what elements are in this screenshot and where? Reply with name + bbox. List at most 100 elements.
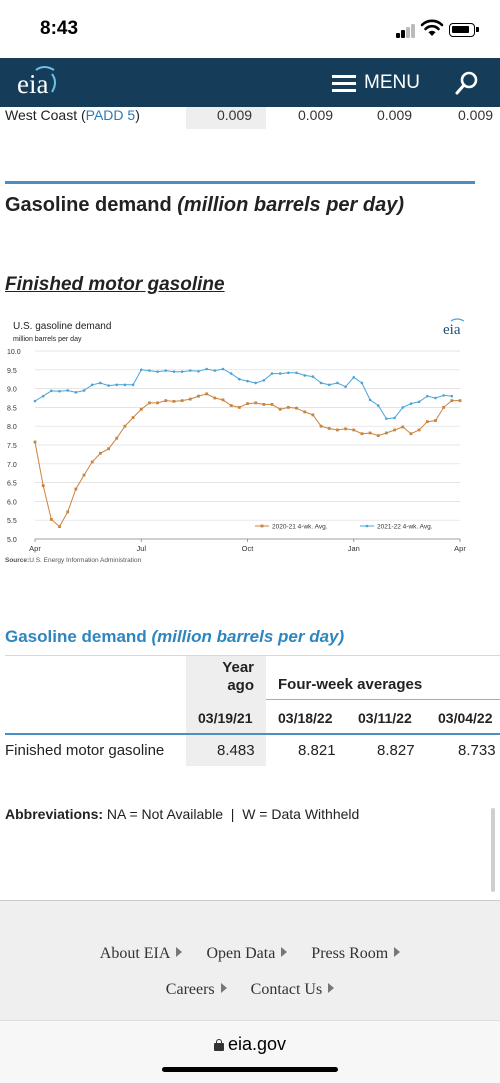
menu-button[interactable]: MENU	[332, 70, 420, 96]
data-point	[82, 473, 86, 477]
data-point	[90, 460, 94, 464]
data-point	[180, 370, 184, 373]
data-point	[139, 407, 143, 411]
footer-row-2: Careers Contact Us	[0, 981, 500, 999]
source-label: Source:	[5, 557, 29, 564]
data-point	[50, 389, 53, 393]
data-point	[205, 367, 208, 371]
data-point	[336, 381, 339, 385]
data-point	[311, 375, 315, 378]
table-row-west-coast: West Coast (PADD 5) 0.009 0.009 0.009 0.…	[0, 107, 500, 129]
table-title: Gasoline demand (million barrels per day…	[5, 627, 345, 646]
data-point	[33, 399, 37, 403]
data-point	[360, 432, 364, 436]
chart-logo: eia	[443, 318, 465, 338]
data-point	[229, 372, 233, 375]
data-point	[107, 447, 110, 451]
data-point	[148, 401, 151, 405]
data-point	[409, 432, 413, 436]
data-point	[278, 372, 282, 375]
data-point	[41, 394, 45, 398]
data-point	[66, 510, 70, 514]
footer-link-contact[interactable]: Contact Us	[251, 981, 335, 999]
data-point	[33, 440, 37, 444]
home-indicator[interactable]	[162, 1067, 338, 1072]
data-point	[238, 377, 241, 381]
data-point	[295, 371, 298, 375]
data-point	[262, 402, 266, 406]
caret-right-icon	[220, 983, 227, 993]
source-text: U.S. Energy Information Administration	[29, 557, 141, 564]
data-point	[385, 417, 388, 420]
data-point	[197, 370, 200, 373]
data-point	[172, 399, 176, 403]
data-point	[66, 389, 69, 392]
footer-link-careers[interactable]: Careers	[166, 981, 227, 999]
abbreviations-note: Abbreviations: NA = Not Available | W = …	[5, 806, 360, 822]
data-point	[368, 398, 372, 402]
data-point	[156, 370, 159, 373]
section-divider	[5, 181, 475, 184]
data-point	[303, 410, 307, 414]
y-tick-label: 5.5	[7, 518, 17, 525]
footer-link-press-room[interactable]: Press Room	[311, 945, 401, 963]
data-point	[352, 428, 356, 432]
x-tick-label: Oct	[242, 544, 255, 553]
data-point	[303, 374, 307, 377]
data-point	[58, 389, 61, 393]
date-header: 03/11/22	[358, 710, 412, 726]
data-point	[385, 431, 388, 435]
padd5-link[interactable]: PADD 5	[85, 107, 136, 123]
data-point	[115, 383, 119, 387]
data-point	[213, 396, 217, 400]
wifi-icon	[420, 19, 444, 36]
data-point	[254, 401, 258, 405]
data-point	[139, 368, 143, 372]
data-point	[164, 369, 168, 372]
browser-url-bar[interactable]: eia.gov	[0, 1020, 500, 1083]
data-point	[368, 431, 372, 435]
data-point	[376, 404, 380, 407]
scrollbar[interactable]	[491, 808, 495, 892]
chart-svg: U.S. gasoline demand million barrels per…	[5, 318, 466, 564]
row-label: West Coast (PADD 5)	[5, 107, 140, 123]
chart-subtitle: million barrels per day	[13, 336, 82, 343]
data-point	[425, 420, 429, 424]
data-point	[295, 406, 298, 410]
date-header: 03/18/22	[278, 710, 333, 726]
data-point	[327, 383, 331, 387]
footer-link-about[interactable]: About EIA	[100, 945, 183, 963]
data-point	[442, 406, 446, 409]
series-line-2021-22	[34, 368, 452, 420]
y-tick-label: 7.5	[7, 443, 17, 450]
status-bar: 8:43	[0, 0, 500, 58]
data-point	[229, 404, 233, 407]
footer-link-open-data[interactable]: Open Data	[206, 945, 288, 963]
data-point	[123, 383, 127, 387]
cell-value: 8.827	[377, 742, 415, 759]
cell-value: 8.483	[217, 742, 255, 759]
cell-value: 8.733	[458, 742, 496, 759]
data-point	[393, 416, 396, 420]
eia-logo[interactable]: eia	[14, 62, 62, 102]
data-point	[344, 385, 347, 389]
legend-marker	[260, 524, 264, 528]
y-tick-label: 9.0	[7, 387, 17, 394]
four-week-header: Four-week averages	[278, 676, 423, 693]
data-point	[172, 370, 176, 373]
data-point	[270, 402, 274, 406]
y-tick-label: 10.0	[7, 349, 21, 356]
battery-icon	[449, 23, 479, 37]
status-time: 8:43	[40, 18, 79, 39]
section-title: Gasoline demand (million barrels per day…	[5, 194, 404, 216]
data-point	[98, 451, 102, 455]
search-icon[interactable]	[454, 70, 480, 96]
x-tick-label: Jan	[348, 544, 360, 553]
data-point	[409, 402, 413, 405]
footer-row-1: About EIA Open Data Press Room	[0, 945, 500, 963]
data-point	[270, 372, 274, 375]
data-point	[450, 394, 454, 398]
y-tick-label: 8.5	[7, 405, 17, 412]
data-point	[344, 427, 347, 431]
data-point	[287, 371, 290, 375]
